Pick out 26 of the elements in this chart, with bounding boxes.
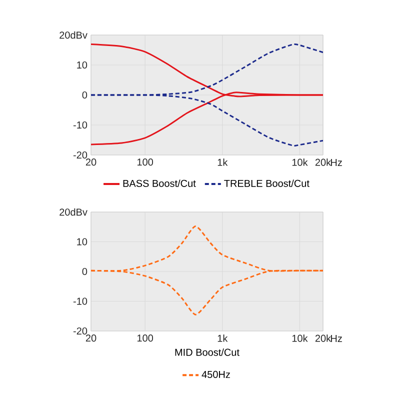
x-tick-label: 10k [292,158,308,166]
y-tick-label: 0 [82,91,88,99]
y-tick-label: 10 [77,61,88,69]
legend-label: BASS Boost/Cut [123,180,196,187]
x-tick-label: 100 [137,158,154,166]
legend-label: TREBLE Boost/Cut [224,180,310,187]
x-tick-label: 20 [86,158,96,166]
legend-label: 450Hz [202,370,230,378]
x-tick-label: 20 [86,334,96,342]
legend-title: MID Boost/Cut [175,348,240,356]
x-tick-label: 20k [315,158,332,166]
x-tick-label: 20k [315,334,332,342]
y-tick-label: 20dBv [60,31,88,39]
x-tick-label: 100 [137,334,154,342]
x-axis-title: Hz [331,159,342,166]
y-tick-label: 0 [82,268,88,276]
x-tick-label: 1k [218,158,228,166]
y-tick-label: -10 [73,121,88,129]
y-tick-label: -10 [73,298,88,305]
x-tick-label: 10k [292,334,308,342]
y-tick-label: 20dBv [60,208,88,216]
y-tick-label: 10 [77,238,88,246]
y-tick-label: -20 [73,151,88,159]
y-tick-label: -20 [73,327,88,335]
x-tick-label: 1k [218,334,228,342]
x-axis-title: Hz [331,335,342,342]
